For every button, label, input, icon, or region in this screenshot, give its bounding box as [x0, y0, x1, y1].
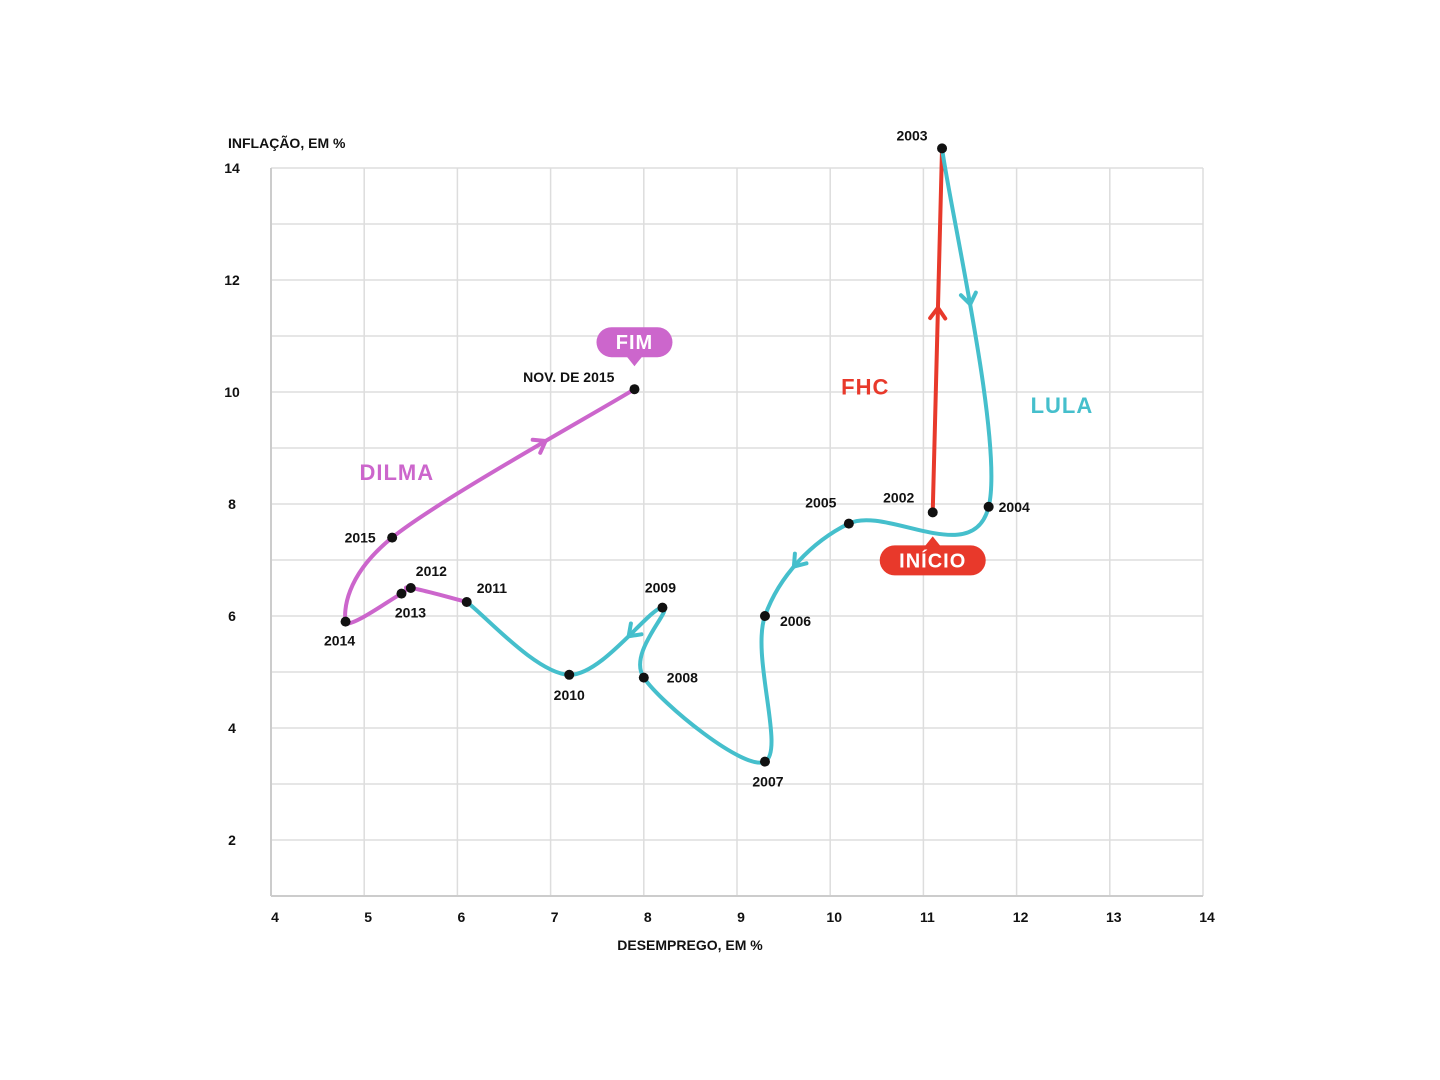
point-label: 2012 [416, 563, 447, 579]
y-tick-label: 8 [228, 496, 236, 512]
arrows [530, 290, 978, 639]
point-labels: 2002 2003 2004 2005 2006 2007 2008 2009 2010 2011… [324, 127, 1030, 789]
direction-arrow-lula [626, 621, 644, 639]
data-point [387, 532, 398, 543]
point-label: 2013 [395, 605, 426, 621]
badge-text: FIM [616, 332, 653, 354]
badge-inicio: INÍCIO [879, 536, 986, 576]
x-tick-label: 13 [1106, 909, 1122, 925]
direction-arrow-lula [791, 551, 809, 569]
point-label: 2008 [667, 670, 698, 686]
x-tick-label: 6 [458, 909, 466, 925]
data-point [927, 507, 938, 518]
data-point [629, 384, 640, 395]
data-point [759, 611, 770, 621]
curve-fhc [930, 146, 945, 515]
point-label: 2002 [883, 489, 914, 505]
point-label: 2006 [780, 613, 811, 629]
x-tick-label: 11 [920, 909, 935, 925]
badges: INÍCIO FIM [596, 327, 986, 576]
series-labels: FHC LULA DILMA [359, 374, 1094, 485]
direction-arrow-lula [958, 290, 978, 307]
y-axis-title: INFLAÇÃO, EM % [228, 134, 346, 151]
y-tick-label: 12 [224, 272, 240, 288]
data-point [759, 756, 770, 767]
y-tick-label: 4 [228, 720, 236, 736]
data-point [405, 583, 416, 593]
badge-pointer [626, 356, 643, 367]
y-tick-label: 10 [224, 384, 240, 400]
x-tick-label: 7 [551, 909, 559, 925]
data-point [564, 669, 575, 680]
badge-background [879, 545, 986, 576]
x-tick-label: 8 [644, 909, 652, 925]
point-label: 2015 [345, 530, 376, 546]
data-point [340, 616, 351, 627]
series-label-fhc: FHC [841, 374, 889, 399]
point-label: 2010 [554, 687, 585, 703]
data-points [340, 143, 994, 767]
curve-lula [464, 146, 994, 765]
x-tick-label: 5 [364, 909, 372, 925]
x-tick-label: 12 [1013, 909, 1029, 925]
direction-arrow-fhc [928, 305, 948, 321]
point-label: NOV. DE 2015 [523, 369, 615, 385]
badge-background [596, 327, 673, 358]
point-label: 2003 [896, 127, 927, 143]
badge-text: INÍCIO [899, 549, 966, 572]
grid [271, 167, 1204, 896]
point-label: 2011 [477, 580, 508, 596]
y-tick-label: 6 [228, 608, 236, 624]
point-label: 2004 [999, 499, 1030, 515]
badge-fim: FIM [596, 327, 673, 367]
axes: 4 5 6 7 8 9 10 11 12 13 14 2 4 6 8 10 12 14 [224, 160, 1215, 925]
y-tick-label: 2 [228, 832, 236, 848]
x-tick-label: 9 [737, 909, 745, 925]
data-point [657, 602, 668, 613]
data-point [396, 588, 407, 599]
data-point [983, 501, 994, 512]
data-point [638, 672, 649, 683]
point-label: 2007 [752, 774, 783, 790]
y-tick-label: 14 [224, 160, 240, 176]
series-label-dilma: DILMA [359, 460, 434, 485]
point-label: 2009 [645, 580, 676, 596]
x-axis-title: DESEMPREGO, EM % [617, 937, 763, 953]
x-tick-label: 4 [271, 909, 279, 925]
point-label: 2005 [805, 495, 836, 511]
x-tick-label: 10 [826, 909, 842, 925]
data-point [843, 518, 854, 529]
data-point [461, 597, 472, 607]
point-label: 2014 [324, 633, 355, 649]
x-tick-label: 14 [1199, 909, 1215, 925]
badge-pointer [924, 536, 941, 547]
data-point [937, 143, 948, 154]
direction-arrow-dilma [530, 437, 548, 455]
series-label-lula: LULA [1031, 393, 1094, 418]
